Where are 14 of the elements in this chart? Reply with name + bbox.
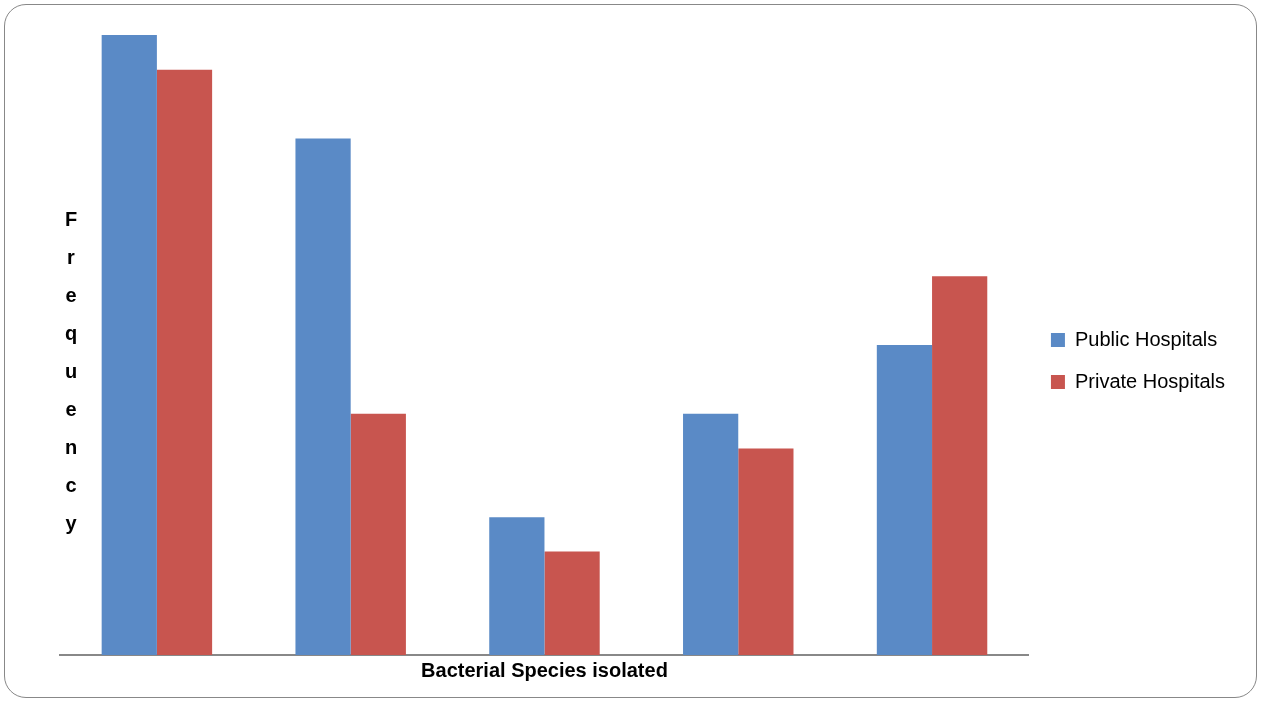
bar (101, 35, 157, 655)
legend-label: Private Hospitals (1074, 369, 1225, 392)
bar (738, 448, 794, 655)
legend-label: Public Hospitals (1074, 327, 1218, 350)
bar (876, 345, 933, 655)
bar (350, 413, 406, 655)
bar (489, 517, 545, 655)
bar (295, 138, 351, 655)
x-axis-title: Bacterial Species isolated (421, 658, 668, 681)
bar (683, 413, 739, 655)
bar (932, 276, 988, 655)
text: Frequency (65, 208, 78, 534)
bar (544, 551, 600, 655)
bar (156, 69, 213, 655)
